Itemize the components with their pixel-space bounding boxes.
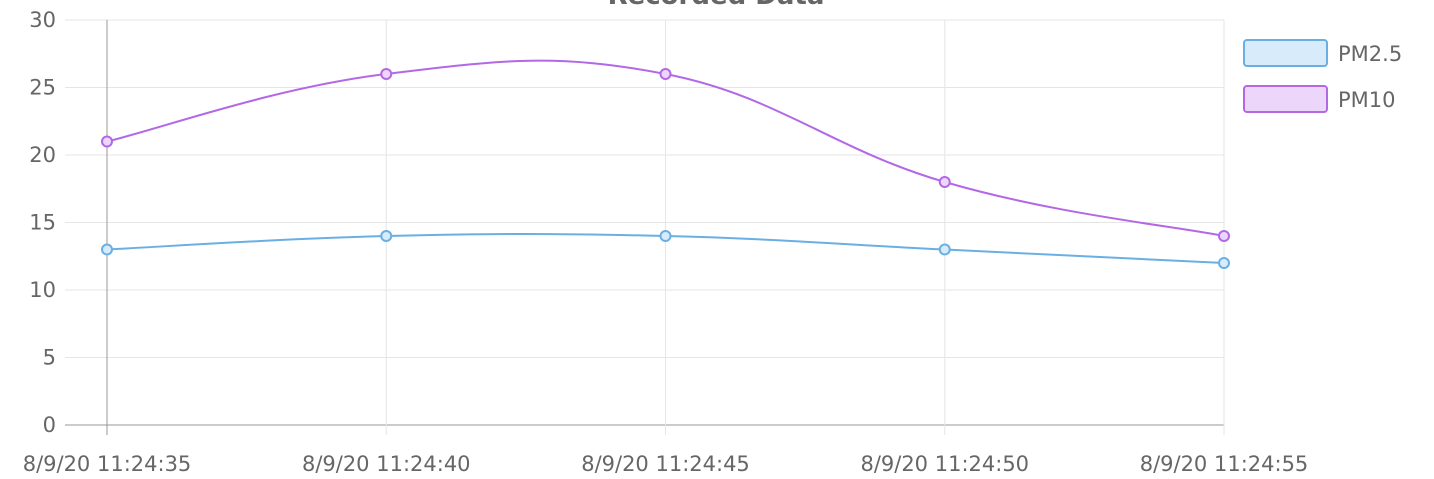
x-tick-label: 8/9/20 11:24:55 bbox=[1140, 452, 1309, 476]
legend-swatch bbox=[1243, 39, 1328, 67]
data-point bbox=[659, 230, 672, 242]
y-tick-label: 15 bbox=[29, 211, 56, 235]
y-tick-label: 20 bbox=[29, 143, 56, 167]
y-tick-label: 25 bbox=[29, 76, 56, 100]
x-tick-label: 8/9/20 11:24:50 bbox=[860, 452, 1029, 476]
legend-swatch bbox=[1243, 85, 1328, 113]
y-tick-label: 10 bbox=[29, 278, 56, 302]
data-point bbox=[1218, 257, 1230, 269]
data-point bbox=[659, 68, 672, 80]
data-point bbox=[1218, 230, 1230, 242]
x-tick-label: 8/9/20 11:24:40 bbox=[302, 452, 471, 476]
legend-label: PM10 bbox=[1338, 88, 1396, 112]
data-point bbox=[101, 243, 113, 256]
y-tick-label: 5 bbox=[43, 346, 56, 370]
y-tick-label: 30 bbox=[29, 8, 56, 32]
x-tick-label: 8/9/20 11:24:45 bbox=[581, 452, 750, 476]
x-tick-label: 8/9/20 11:24:35 bbox=[23, 452, 192, 476]
data-point bbox=[101, 135, 113, 148]
data-point bbox=[938, 176, 951, 188]
data-point bbox=[938, 243, 951, 256]
data-point bbox=[380, 230, 393, 242]
chart-title: Recorded Data bbox=[608, 0, 825, 11]
data-point bbox=[380, 68, 393, 80]
y-tick-label: 0 bbox=[43, 413, 56, 437]
legend-label: PM2.5 bbox=[1338, 42, 1402, 66]
